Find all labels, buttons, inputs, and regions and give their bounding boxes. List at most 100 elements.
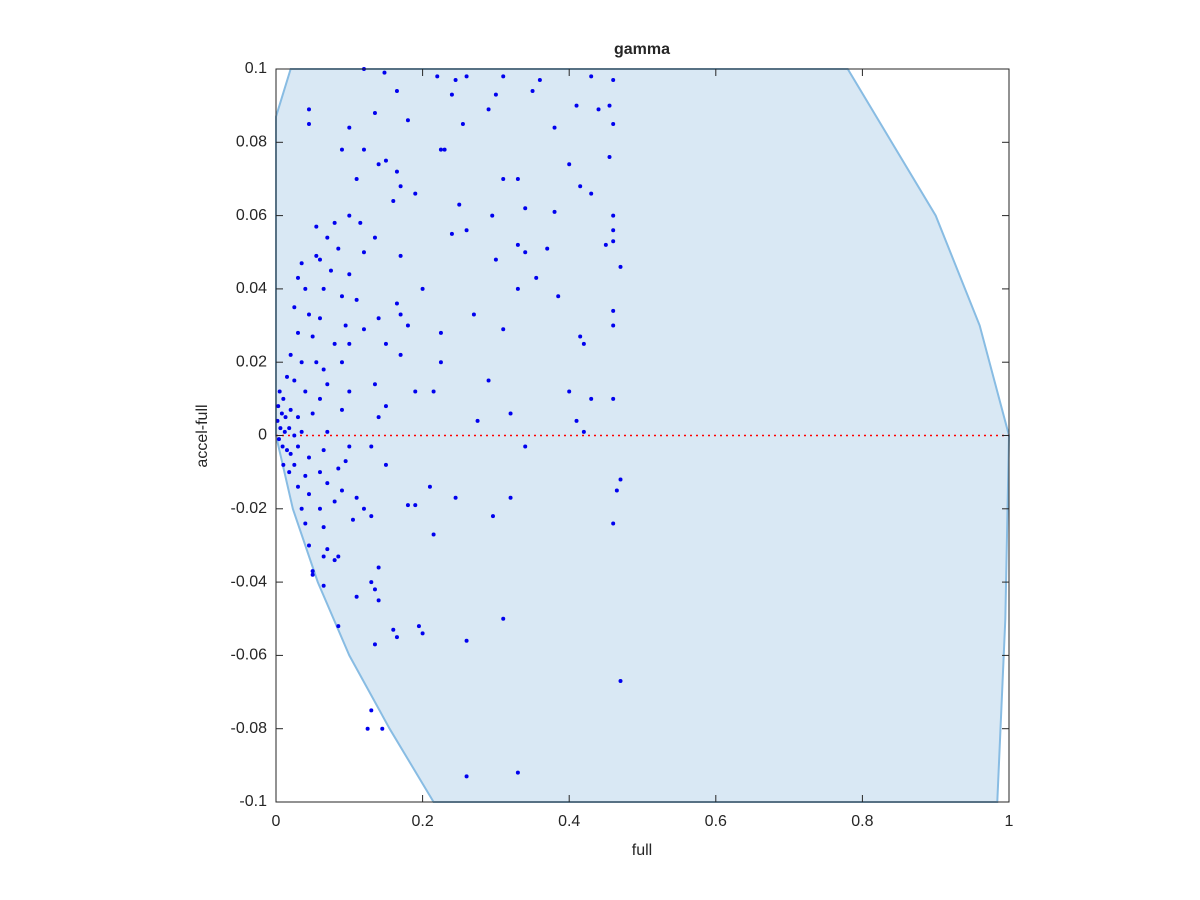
point xyxy=(361,327,366,332)
point xyxy=(299,360,304,365)
point xyxy=(398,184,403,189)
point xyxy=(284,448,289,453)
point xyxy=(372,235,377,240)
point xyxy=(306,455,311,460)
point xyxy=(295,275,300,280)
point xyxy=(380,726,385,731)
point xyxy=(369,444,374,449)
point xyxy=(449,231,454,236)
point xyxy=(457,202,462,207)
point xyxy=(347,213,352,218)
point xyxy=(427,484,432,489)
point xyxy=(299,261,304,266)
point xyxy=(325,481,330,486)
point xyxy=(501,74,506,79)
y-tick-label: 0.04 xyxy=(236,280,267,297)
point xyxy=(545,246,550,251)
point xyxy=(372,110,377,115)
point xyxy=(369,708,374,713)
y-tick-label: -0.08 xyxy=(231,720,268,737)
point xyxy=(589,191,594,196)
point xyxy=(372,382,377,387)
point xyxy=(420,631,425,636)
point xyxy=(611,521,616,526)
point xyxy=(354,297,359,302)
point xyxy=(611,239,616,244)
point xyxy=(284,374,289,379)
point xyxy=(283,415,288,420)
point xyxy=(589,74,594,79)
y-tick-label: 0.02 xyxy=(236,353,267,370)
point xyxy=(614,488,619,493)
point xyxy=(321,583,326,588)
point xyxy=(295,484,300,489)
point xyxy=(376,316,381,321)
point xyxy=(376,162,381,167)
point xyxy=(611,308,616,313)
point xyxy=(310,334,315,339)
point xyxy=(515,176,520,181)
point xyxy=(276,437,281,442)
point xyxy=(321,554,326,559)
point xyxy=(486,107,491,112)
point xyxy=(508,495,513,500)
chart-title: gamma xyxy=(614,41,670,58)
point xyxy=(306,543,311,548)
y-tick-label: 0 xyxy=(258,427,267,444)
point xyxy=(303,286,308,291)
point xyxy=(501,327,506,332)
point xyxy=(508,411,513,416)
point xyxy=(369,580,374,585)
point xyxy=(369,514,374,519)
point xyxy=(339,294,344,299)
point xyxy=(493,257,498,262)
point xyxy=(431,389,436,394)
point xyxy=(603,242,608,247)
point xyxy=(471,312,476,317)
point xyxy=(314,224,319,229)
point xyxy=(413,503,418,508)
point xyxy=(515,770,520,775)
point xyxy=(394,169,399,174)
point xyxy=(501,616,506,621)
point xyxy=(279,411,284,416)
point xyxy=(354,495,359,500)
point xyxy=(453,77,458,82)
point xyxy=(398,253,403,258)
point xyxy=(339,147,344,152)
x-tick-label: 1 xyxy=(1005,813,1014,830)
point xyxy=(365,726,370,731)
y-tick-label: -0.02 xyxy=(231,500,268,517)
point xyxy=(501,176,506,181)
point xyxy=(391,627,396,632)
point xyxy=(306,312,311,317)
point xyxy=(394,635,399,640)
point xyxy=(523,444,528,449)
point xyxy=(303,389,308,394)
point xyxy=(295,444,300,449)
point xyxy=(611,323,616,328)
x-axis-label: full xyxy=(632,842,652,859)
point xyxy=(325,547,330,552)
x-tick-label: 0.4 xyxy=(558,813,580,830)
point xyxy=(552,125,557,130)
point xyxy=(574,418,579,423)
point xyxy=(282,429,287,434)
point xyxy=(321,286,326,291)
point xyxy=(530,88,535,93)
point xyxy=(453,495,458,500)
point xyxy=(618,477,623,482)
point xyxy=(361,506,366,511)
point xyxy=(287,470,292,475)
point xyxy=(515,242,520,247)
point xyxy=(306,492,311,497)
point xyxy=(449,92,454,97)
point xyxy=(332,499,337,504)
x-tick-label: 0 xyxy=(272,813,281,830)
point xyxy=(611,121,616,126)
point xyxy=(303,521,308,526)
point xyxy=(431,532,436,537)
point xyxy=(287,426,292,431)
point xyxy=(464,774,469,779)
